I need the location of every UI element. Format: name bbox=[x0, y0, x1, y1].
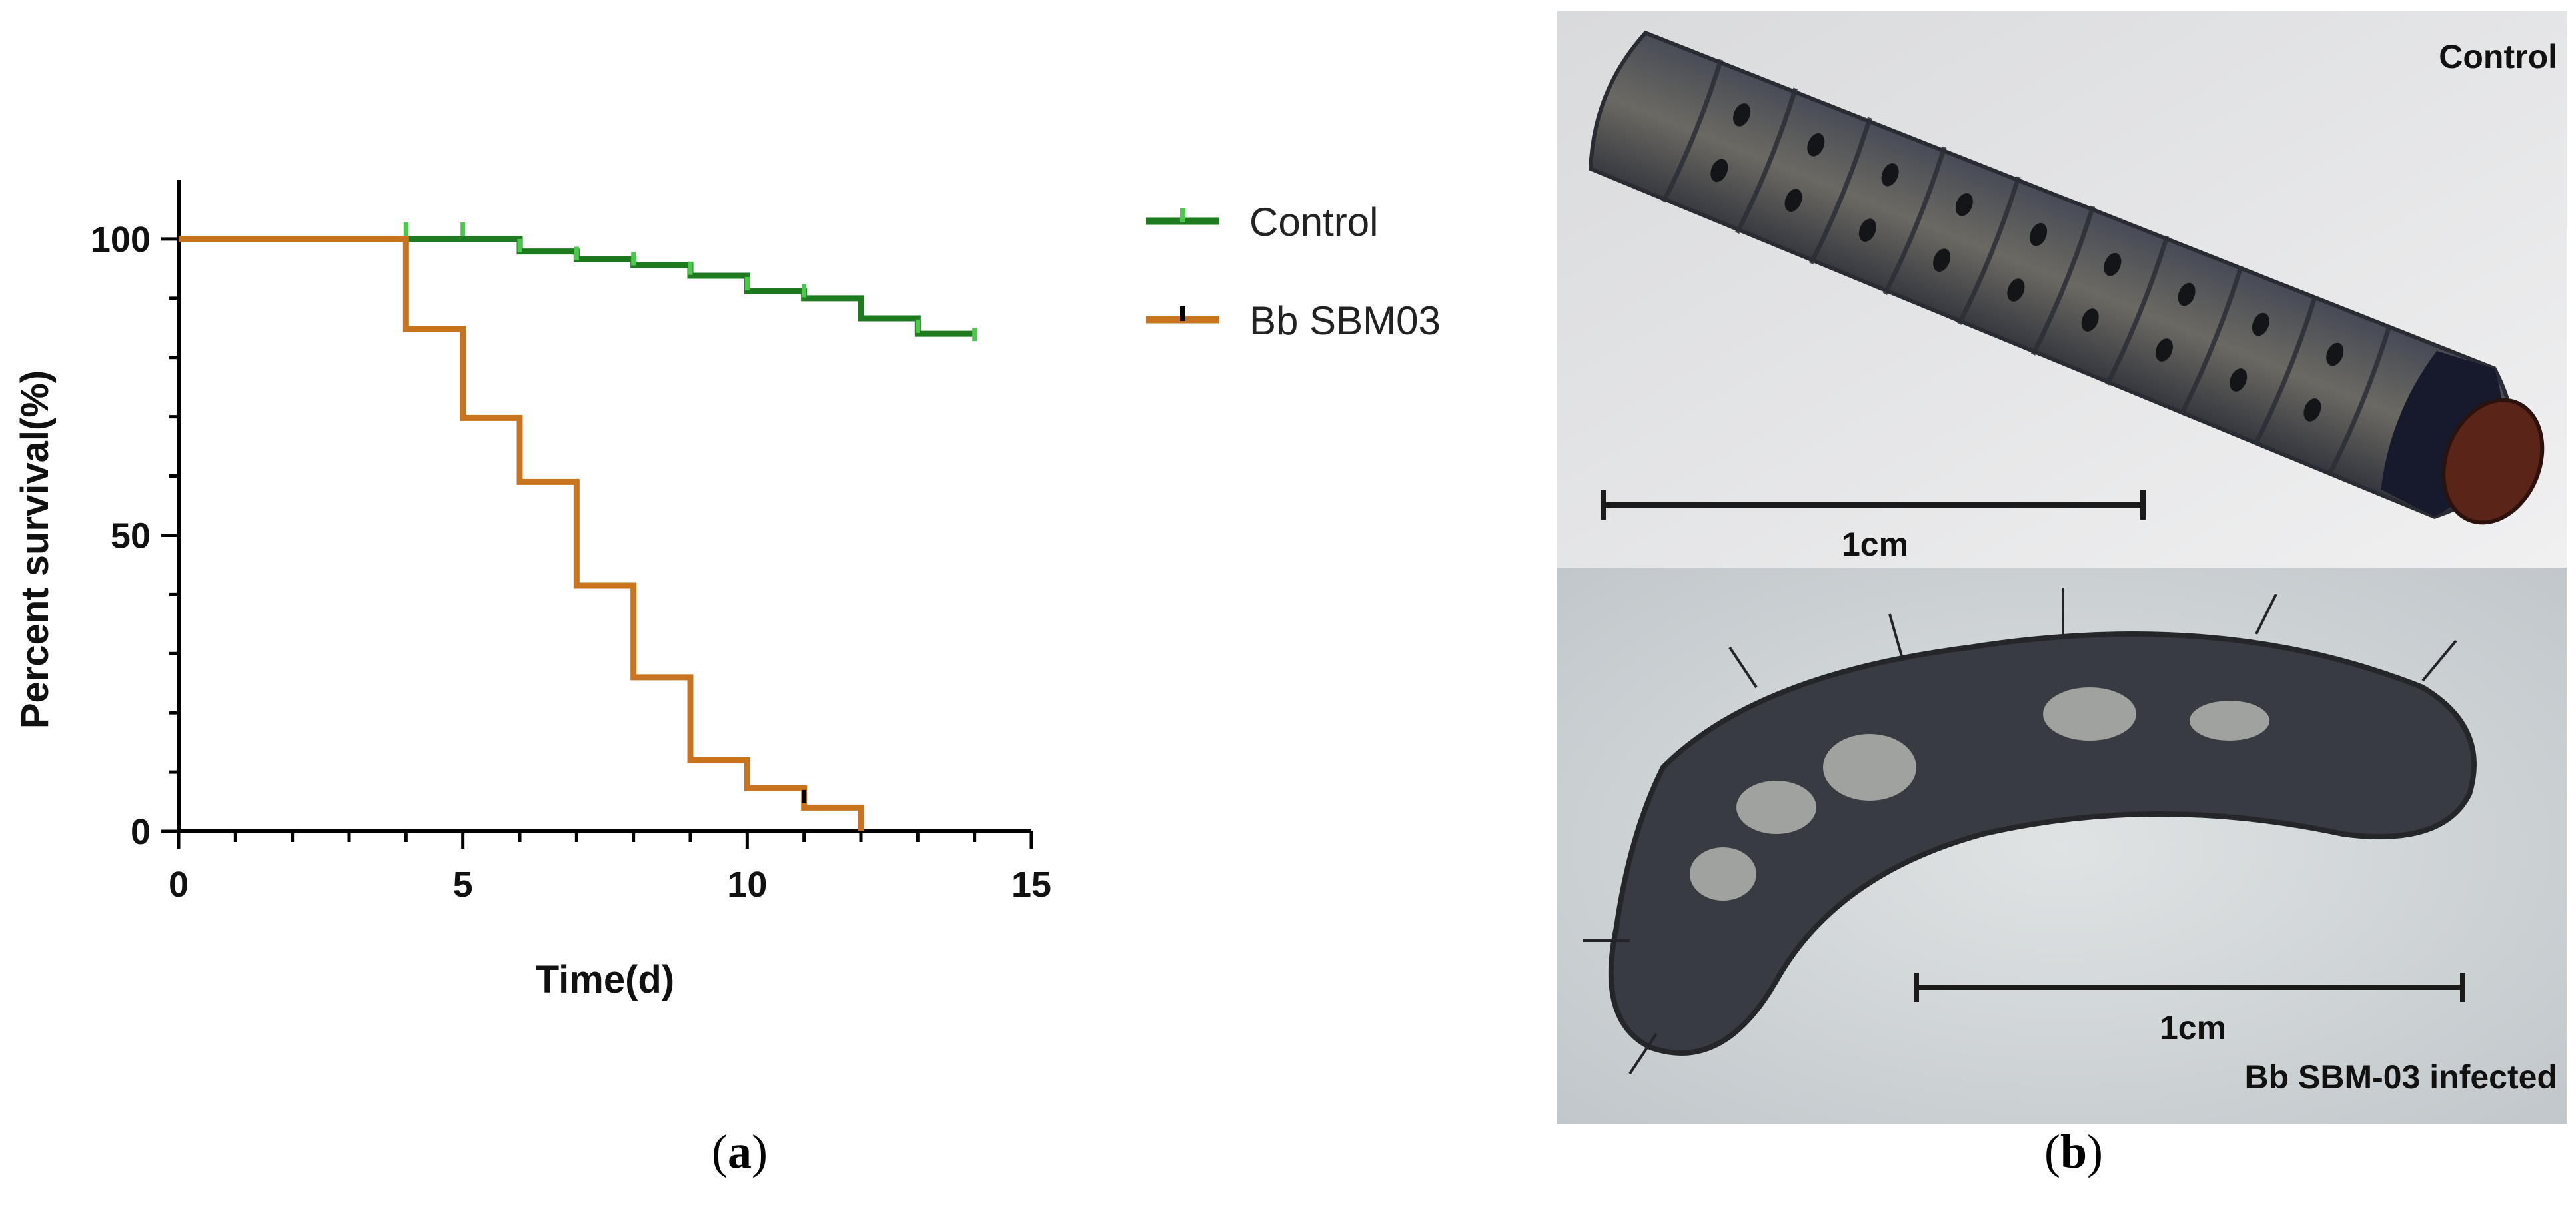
infected-larva-illustration bbox=[1557, 568, 2567, 1124]
chart-series bbox=[179, 222, 977, 831]
y-tick-label: 0 bbox=[131, 812, 151, 852]
control-photo-label: Control bbox=[2439, 38, 2557, 75]
x-tick-label: 10 bbox=[727, 865, 767, 905]
control-larva-photo: Control 1cm bbox=[1557, 11, 2567, 568]
x-tick-label: 0 bbox=[169, 865, 189, 905]
panel-label-b: (b) bbox=[2044, 1125, 2104, 1178]
series-line-bb-sbm03 bbox=[179, 236, 864, 831]
infected-scale-label: 1cm bbox=[2160, 1009, 2227, 1046]
survival-chart-panel: 0 5 10 15 0 50 100 Control Bb SBM03 Time(d) Per… bbox=[13, 180, 1441, 1001]
control-scale-label: 1cm bbox=[1842, 526, 1909, 563]
panel-label-a: (a) bbox=[712, 1125, 768, 1178]
infected-photo-label: Bb SBM-03 infected bbox=[2244, 1058, 2557, 1096]
legend-label: Bb SBM03 bbox=[1249, 298, 1441, 343]
larva-photo-panel: Control 1cm bbox=[1557, 11, 2567, 1124]
y-axis-label: Percent survival(%) bbox=[13, 370, 57, 729]
y-tick-label: 50 bbox=[111, 516, 151, 556]
control-scale-bar bbox=[1601, 490, 2146, 520]
x-tick-label: 5 bbox=[453, 865, 473, 905]
infected-scale-bar bbox=[1914, 973, 2465, 1002]
control-larva-illustration bbox=[1557, 11, 2567, 568]
chart-axes: 0 5 10 15 0 50 100 bbox=[91, 180, 1051, 905]
survival-chart: 0 5 10 15 0 50 100 Control Bb SBM03 Time(d) Per… bbox=[13, 180, 1441, 1001]
series-line-control bbox=[179, 236, 975, 337]
x-axis-label: Time(d) bbox=[536, 958, 674, 1001]
x-tick-label: 15 bbox=[1011, 865, 1051, 905]
y-tick-label: 100 bbox=[91, 220, 151, 260]
chart-legend: Control Bb SBM03 bbox=[1146, 200, 1441, 343]
infected-larva-photo: 1cm Bb SBM-03 infected bbox=[1557, 568, 2567, 1124]
legend-label: Control bbox=[1249, 200, 1378, 244]
